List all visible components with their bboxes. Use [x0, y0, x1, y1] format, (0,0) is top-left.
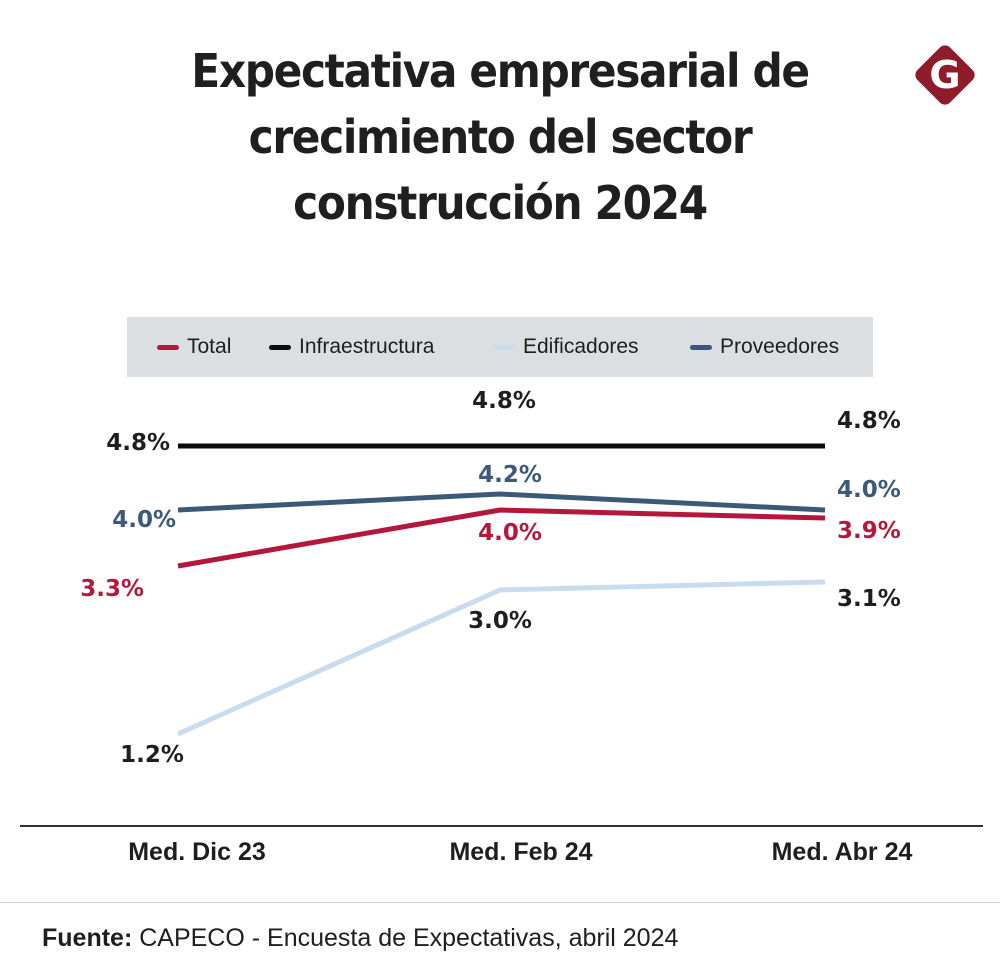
- data-label-proveedores-1: 4.2%: [478, 462, 542, 488]
- legend-swatch-edificadores: [493, 344, 515, 350]
- data-label-total-1: 4.0%: [478, 520, 542, 546]
- series-layer: [176, 443, 826, 737]
- footer-divider: [0, 902, 1000, 903]
- legend-label-infraestructura: Infraestructura: [299, 335, 435, 358]
- data-label-proveedores-0: 4.0%: [112, 507, 176, 533]
- data-label-proveedores-2: 4.0%: [837, 477, 901, 503]
- x-tick-label-1: Med. Feb 24: [449, 838, 592, 866]
- data-label-edificadores-1: 3.0%: [468, 608, 532, 634]
- data-label-total-2: 3.9%: [837, 518, 901, 544]
- data-label-infraestructura-0: 4.8%: [106, 430, 170, 456]
- legend-item-edificadores: Edificadores: [493, 317, 639, 377]
- data-label-edificadores-0: 1.2%: [120, 742, 184, 768]
- series-line-edificadores: [176, 579, 826, 737]
- x-axis-ticks: Med. Dic 23 Med. Feb 24 Med. Abr 24: [128, 838, 912, 866]
- legend-label-total: Total: [187, 335, 232, 358]
- data-label-infraestructura-1: 4.8%: [472, 388, 536, 414]
- legend-item-total: Total: [157, 317, 231, 377]
- logo-letter: G: [929, 53, 960, 97]
- legend-label-proveedores: Proveedores: [720, 335, 840, 358]
- legend-item-proveedores: Proveedores: [690, 317, 839, 377]
- title-line-2: crecimiento del sector: [248, 110, 753, 164]
- data-label-total-0: 3.3%: [80, 576, 144, 602]
- source-text: CAPECO - Encuesta de Expectativas, abril…: [132, 924, 679, 952]
- source-note: Fuente: CAPECO - Encuesta de Expectativa…: [42, 924, 678, 953]
- line-chart: 3.3% 4.0% 3.9% 4.8% 4.8% 4.8% 1.2% 3.0% 3.1% 4.0%…: [20, 388, 983, 866]
- chart-title: Expectativa empresarial de crecimiento d…: [132, 38, 868, 236]
- brand-logo-icon: G: [915, 45, 975, 105]
- source-label: Fuente:: [42, 924, 133, 952]
- data-label-edificadores-2: 3.1%: [837, 586, 901, 612]
- x-tick-label-2: Med. Abr 24: [772, 838, 913, 866]
- legend-swatch-infraestructura: [269, 344, 291, 350]
- title-line-3: construcción 2024: [293, 176, 708, 230]
- logo-diamond: [915, 45, 975, 105]
- chart-legend: Total Infraestructura Edificadores Prove…: [127, 317, 873, 377]
- x-tick-label-0: Med. Dic 23: [128, 838, 266, 866]
- legend-label-edificadores: Edificadores: [523, 335, 639, 358]
- legend-item-infraestructura: Infraestructura: [269, 317, 434, 377]
- title-line-1: Expectativa empresarial de: [191, 44, 810, 98]
- series-line-proveedores: [177, 491, 826, 513]
- legend-swatch-proveedores: [690, 344, 712, 350]
- legend-swatch-total: [157, 344, 179, 350]
- data-label-layer: 3.3% 4.0% 3.9% 4.8% 4.8% 4.8% 1.2% 3.0% 3.1% 4.0%…: [80, 388, 901, 768]
- series-line-total: [177, 507, 826, 569]
- data-label-infraestructura-2: 4.8%: [837, 408, 901, 434]
